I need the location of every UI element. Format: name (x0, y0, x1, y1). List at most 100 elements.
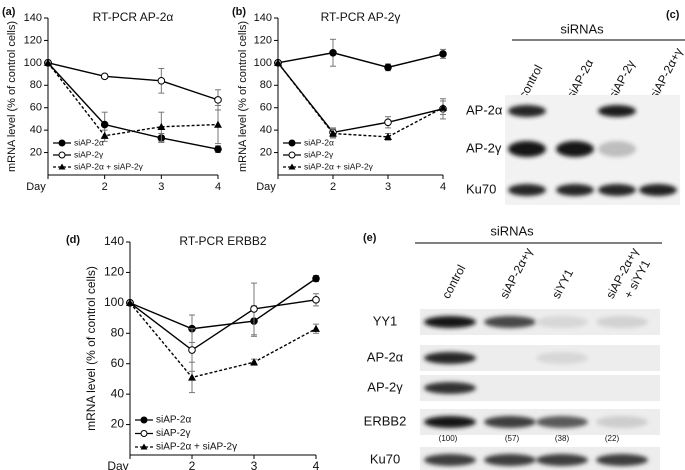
legend-marker (58, 163, 66, 170)
legend-label: siAP-2α + siAP-2γ (156, 442, 237, 453)
marker (126, 298, 134, 307)
y-tick-label: 80 (30, 79, 42, 91)
legend-label: siAP-2γ (156, 428, 190, 439)
series-line (277, 62, 444, 138)
lane-label: siAP-2γ (606, 58, 638, 101)
legend-marker (140, 430, 148, 437)
blot-band (424, 416, 476, 428)
lane-label: siAP-2α+γ (497, 246, 535, 301)
blot-band (556, 184, 594, 196)
blot-band (536, 454, 588, 466)
y-tick-label: 140 (104, 234, 124, 248)
legend-label: siAP-2α (304, 137, 334, 147)
marker (274, 58, 282, 67)
row-label: ERBB2 (364, 413, 407, 428)
y-tick-label: 20 (30, 146, 42, 158)
blot-band (536, 316, 588, 328)
x-tick-label: 2 (102, 181, 108, 193)
blot-band (484, 316, 536, 328)
marker (100, 120, 109, 129)
legend-marker (288, 139, 296, 147)
blot-band (424, 316, 476, 328)
y-tick-label: 120 (254, 34, 272, 46)
marker (188, 373, 196, 381)
marker (157, 77, 166, 85)
marker (214, 145, 222, 154)
x-tick-label: Day (256, 181, 276, 193)
blot-band (424, 454, 476, 466)
y-tick-label: 20 (260, 146, 272, 158)
blot-band (484, 454, 536, 466)
row-label: YY1 (373, 313, 398, 328)
y-tick-label: 60 (260, 102, 272, 114)
x-tick-label: 4 (215, 181, 221, 193)
marker (439, 103, 447, 111)
row-label: AP-2α (466, 102, 503, 117)
legend-label: siAP-2γ (74, 149, 104, 159)
legend-label: siAP-2α (74, 137, 104, 147)
quantification: (38) (555, 434, 570, 443)
blot-band (508, 105, 546, 117)
legend-marker (288, 163, 296, 170)
series-line (47, 62, 219, 137)
blot-band (598, 105, 636, 117)
legend-marker (288, 151, 296, 159)
series-line (47, 62, 219, 150)
blot-band (508, 141, 546, 157)
blot-band (536, 352, 588, 364)
row-label: AP-2α (367, 349, 404, 364)
lane-label: siAP-2α+γ (647, 46, 685, 101)
legend-label: siAP-2γ (304, 149, 334, 159)
blot-band (484, 416, 536, 428)
marker (214, 120, 222, 128)
blot-band (598, 141, 636, 157)
y-tick-label: 40 (111, 386, 125, 400)
lane-label: control (439, 263, 468, 301)
panel-label: (a) (2, 6, 16, 18)
blot-band (424, 382, 476, 394)
marker (44, 58, 52, 67)
series-line (129, 299, 317, 351)
y-tick-label: 80 (260, 79, 272, 91)
y-tick-label: 120 (104, 265, 124, 279)
legend-marker (58, 139, 66, 147)
y-tick-label: 60 (111, 356, 125, 370)
marker (188, 346, 196, 354)
x-tick-label: 2 (330, 181, 336, 193)
quantification: (57) (505, 434, 520, 443)
legend-marker (140, 443, 148, 450)
x-tick-label: Day (107, 459, 128, 470)
marker (312, 274, 320, 283)
panel-label: (e) (363, 232, 377, 244)
y-axis-label: mRNA level (% of control cells) (6, 21, 18, 172)
y-tick-label: 100 (24, 57, 42, 69)
legend-label: siAP-2α (156, 415, 191, 426)
chart-title: RT-PCR ERBB2 (179, 234, 266, 248)
quantification: (22) (605, 434, 620, 443)
y-tick-label: 40 (260, 124, 272, 136)
blot-band (596, 454, 648, 466)
marker (384, 118, 392, 127)
x-tick-label: 4 (313, 459, 320, 470)
blot-band (508, 184, 546, 196)
marker (250, 305, 258, 313)
series-line (129, 277, 317, 330)
panel-label: (c) (666, 9, 680, 21)
panel-label: (b) (232, 6, 246, 18)
x-tick-label: 3 (385, 181, 391, 193)
chart-title: RT-PCR AP-2γ (321, 10, 401, 24)
row-label: Ku70 (370, 451, 400, 466)
y-tick-label: 100 (254, 57, 272, 69)
y-tick-label: 80 (111, 325, 125, 339)
quantification: (100) (439, 434, 458, 443)
y-tick-label: 120 (24, 34, 42, 46)
marker (384, 63, 392, 72)
y-tick-label: 20 (111, 417, 125, 431)
series-line (277, 52, 444, 69)
panel-label: (d) (66, 234, 80, 246)
series-line (129, 302, 317, 379)
marker (384, 132, 392, 141)
marker (329, 48, 337, 57)
y-tick-label: 100 (104, 295, 124, 309)
